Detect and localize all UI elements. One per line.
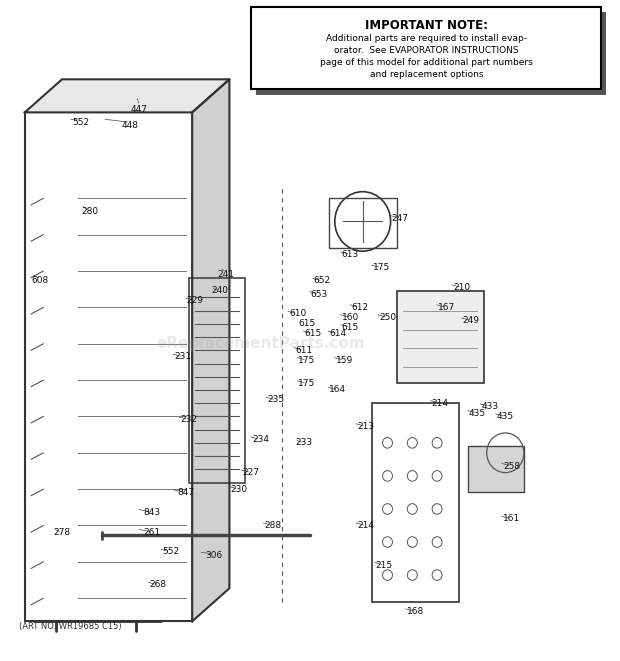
Text: 258: 258 — [503, 461, 520, 471]
Text: 213: 213 — [357, 422, 374, 431]
Text: 613: 613 — [342, 250, 359, 259]
Text: 278: 278 — [53, 527, 71, 537]
Bar — [468, 446, 524, 492]
Text: 164: 164 — [329, 385, 347, 395]
Text: 240: 240 — [211, 286, 229, 295]
Polygon shape — [25, 79, 229, 112]
Text: 615: 615 — [342, 323, 359, 332]
Text: 610: 610 — [289, 309, 306, 319]
Text: 552: 552 — [72, 118, 89, 127]
Text: Additional parts are required to install evap-
orator.  See EVAPORATOR INSTRUCTI: Additional parts are required to install… — [320, 34, 533, 79]
Text: 612: 612 — [351, 303, 368, 312]
Text: 615: 615 — [298, 319, 316, 329]
Text: 215: 215 — [376, 561, 393, 570]
Bar — [397, 291, 484, 383]
Text: 167: 167 — [438, 303, 455, 312]
Text: (ART NO. WR19685 C15): (ART NO. WR19685 C15) — [19, 622, 122, 631]
Text: 652: 652 — [314, 276, 331, 286]
Text: 241: 241 — [218, 270, 235, 279]
Text: 448: 448 — [122, 121, 139, 130]
Text: 306: 306 — [205, 551, 223, 560]
Text: 235: 235 — [267, 395, 285, 405]
Text: 175: 175 — [298, 379, 316, 388]
Text: 175: 175 — [298, 356, 316, 365]
Text: 280: 280 — [81, 207, 99, 216]
Text: 168: 168 — [407, 607, 424, 616]
Text: 552: 552 — [162, 547, 179, 557]
Text: 230: 230 — [230, 485, 247, 494]
Text: 447: 447 — [131, 104, 148, 114]
Text: 611: 611 — [295, 346, 312, 355]
Polygon shape — [192, 79, 229, 621]
Bar — [372, 403, 459, 602]
FancyBboxPatch shape — [256, 12, 606, 95]
FancyBboxPatch shape — [251, 7, 601, 89]
Text: 249: 249 — [463, 316, 480, 325]
Text: eReplacementParts.com: eReplacementParts.com — [156, 336, 365, 351]
Text: 159: 159 — [335, 356, 353, 365]
Text: 231: 231 — [174, 352, 192, 362]
Bar — [189, 278, 245, 483]
Text: 210: 210 — [453, 283, 471, 292]
Text: 288: 288 — [264, 521, 281, 530]
Bar — [25, 112, 192, 621]
Text: 161: 161 — [503, 514, 520, 524]
Text: 847: 847 — [177, 488, 195, 497]
Text: 435: 435 — [497, 412, 514, 421]
Text: 435: 435 — [469, 408, 486, 418]
Text: 268: 268 — [149, 580, 167, 590]
Text: 250: 250 — [379, 313, 396, 322]
Text: 608: 608 — [32, 276, 49, 286]
Text: 233: 233 — [295, 438, 312, 447]
Text: 229: 229 — [187, 296, 204, 305]
Text: 232: 232 — [180, 415, 198, 424]
Text: 227: 227 — [242, 468, 260, 477]
Text: IMPORTANT NOTE:: IMPORTANT NOTE: — [365, 19, 488, 32]
Text: 653: 653 — [311, 290, 328, 299]
Bar — [329, 198, 397, 248]
Text: 247: 247 — [391, 214, 409, 223]
Text: 214: 214 — [357, 521, 374, 530]
Text: 175: 175 — [373, 263, 390, 272]
Text: 234: 234 — [252, 435, 269, 444]
Text: 160: 160 — [342, 313, 359, 322]
Text: 261: 261 — [143, 527, 161, 537]
Text: 615: 615 — [304, 329, 322, 338]
Text: 433: 433 — [481, 402, 498, 411]
Text: 214: 214 — [432, 399, 449, 408]
Text: 843: 843 — [143, 508, 161, 517]
Text: 614: 614 — [329, 329, 347, 338]
